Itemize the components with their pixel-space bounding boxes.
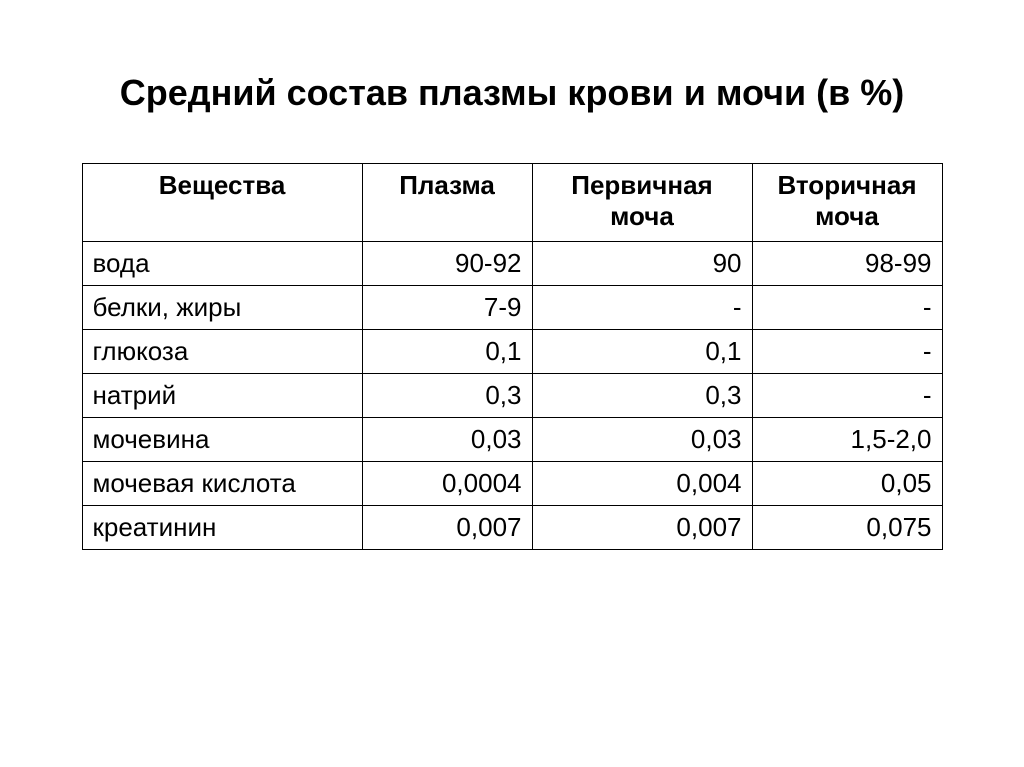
cell-plasma: 7-9: [362, 286, 532, 330]
cell-primary: 0,007: [532, 506, 752, 550]
cell-plasma: 0,1: [362, 330, 532, 374]
cell-secondary: 98-99: [752, 242, 942, 286]
slide: Средний состав плазмы крови и мочи (в %)…: [0, 0, 1024, 767]
cell-secondary: -: [752, 286, 942, 330]
cell-plasma: 0,0004: [362, 462, 532, 506]
cell-plasma: 0,3: [362, 374, 532, 418]
cell-plasma: 0,007: [362, 506, 532, 550]
cell-primary: 0,1: [532, 330, 752, 374]
table-row: глюкоза 0,1 0,1 -: [82, 330, 942, 374]
cell-secondary: 0,05: [752, 462, 942, 506]
col-header-primary: Первичная моча: [532, 164, 752, 242]
col-header-plasma: Плазма: [362, 164, 532, 242]
cell-primary: 90: [532, 242, 752, 286]
cell-secondary: 0,075: [752, 506, 942, 550]
col-header-secondary: Вторичная моча: [752, 164, 942, 242]
cell-secondary: -: [752, 374, 942, 418]
table-header-row: Вещества Плазма Первичная моча Вторичная…: [82, 164, 942, 242]
cell-substance: мочевая кислота: [82, 462, 362, 506]
composition-table: Вещества Плазма Первичная моча Вторичная…: [82, 163, 943, 550]
cell-primary: 0,004: [532, 462, 752, 506]
table-row: мочевина 0,03 0,03 1,5-2,0: [82, 418, 942, 462]
table-row: натрий 0,3 0,3 -: [82, 374, 942, 418]
table-row: вода 90-92 90 98-99: [82, 242, 942, 286]
cell-substance: натрий: [82, 374, 362, 418]
cell-plasma: 0,03: [362, 418, 532, 462]
table-row: креатинин 0,007 0,007 0,075: [82, 506, 942, 550]
cell-substance: креатинин: [82, 506, 362, 550]
cell-plasma: 90-92: [362, 242, 532, 286]
cell-secondary: 1,5-2,0: [752, 418, 942, 462]
cell-substance: белки, жиры: [82, 286, 362, 330]
col-header-substance: Вещества: [82, 164, 362, 242]
page-title: Средний состав плазмы крови и мочи (в %): [62, 70, 962, 115]
table-row: мочевая кислота 0,0004 0,004 0,05: [82, 462, 942, 506]
cell-primary: -: [532, 286, 752, 330]
cell-substance: глюкоза: [82, 330, 362, 374]
cell-secondary: -: [752, 330, 942, 374]
cell-primary: 0,3: [532, 374, 752, 418]
cell-substance: мочевина: [82, 418, 362, 462]
cell-substance: вода: [82, 242, 362, 286]
cell-primary: 0,03: [532, 418, 752, 462]
table-row: белки, жиры 7-9 - -: [82, 286, 942, 330]
